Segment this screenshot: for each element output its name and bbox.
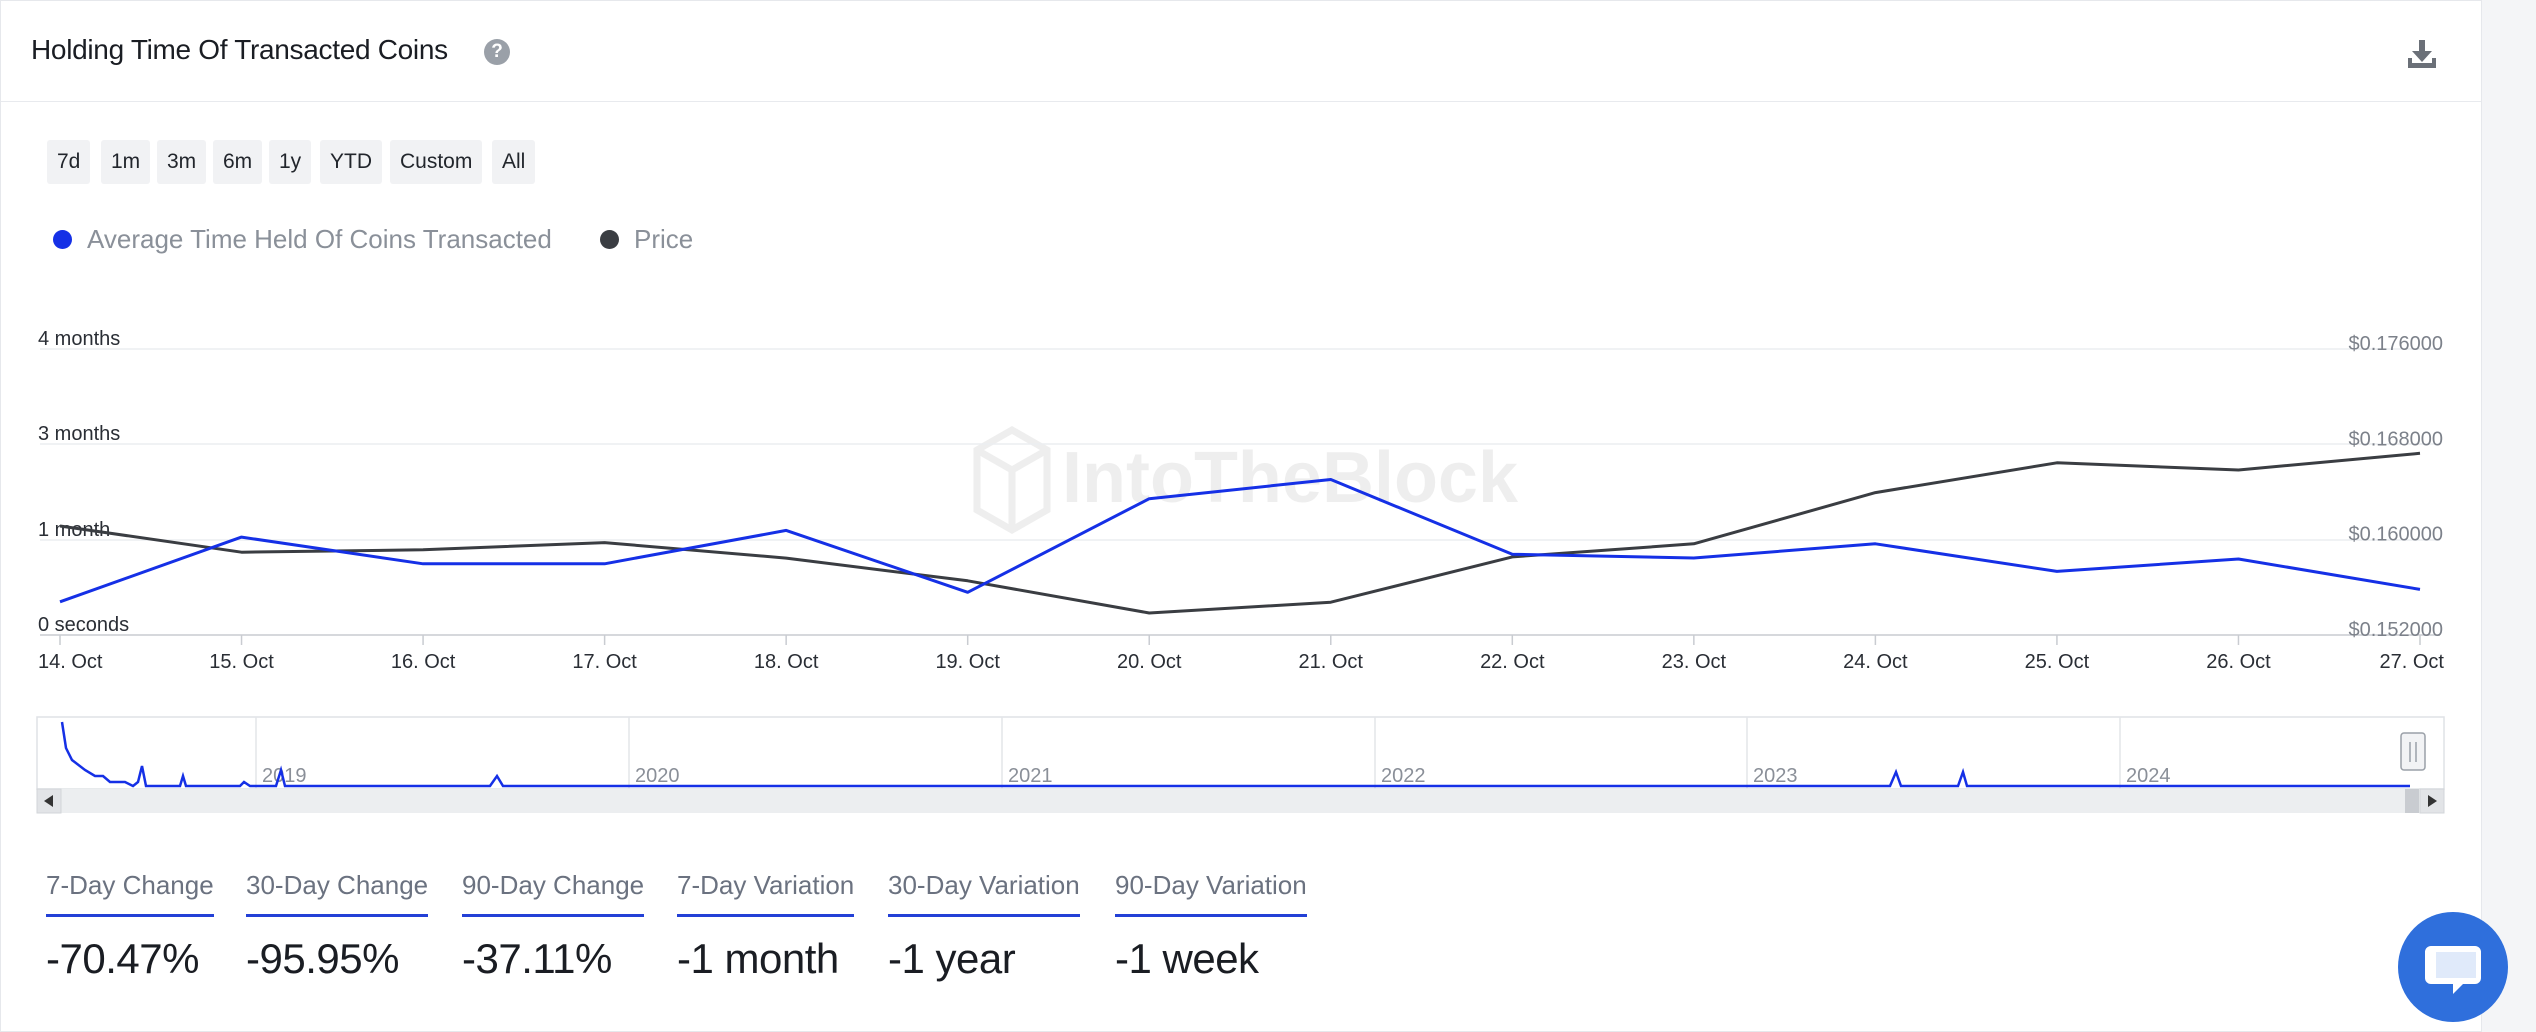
navigator-year-label: 2024 — [2126, 765, 2171, 787]
navigator-handle[interactable] — [2400, 732, 2426, 771]
y-right-tick-label: $0.168000 — [2348, 428, 2443, 450]
legend-label-avg-time: Average Time Held Of Coins Transacted — [87, 223, 552, 254]
x-tick-label: 15. Oct — [209, 651, 274, 673]
navigator-year-label: 2019 — [262, 765, 307, 787]
x-tick-label: 14. Oct — [38, 651, 103, 673]
navigator-scrollbar-thumb[interactable] — [2405, 789, 2419, 813]
card-header: Holding Time Of Transacted Coins ? — [1, 1, 2481, 102]
range-all-button[interactable]: All — [492, 140, 536, 184]
navigator-year-label: 2023 — [1753, 765, 1798, 787]
stat-value: -1 year — [888, 935, 1016, 982]
stat-value: -95.95% — [246, 935, 399, 982]
stat-value: -1 month — [677, 935, 839, 982]
range-6m-button[interactable]: 6m — [213, 140, 263, 184]
navigator-year-label: 2022 — [1381, 765, 1426, 787]
chat-bubble-icon — [2425, 946, 2481, 994]
range-7d-button[interactable]: 7d — [47, 140, 91, 184]
stat-30-day-change[interactable]: 30-Day Change -95.95% — [246, 870, 429, 983]
stat-label: 7-Day Change — [46, 870, 214, 917]
stat-label: 7-Day Variation — [677, 870, 855, 917]
navigator-year-label: 2021 — [1008, 765, 1053, 787]
watermark-text: IntoTheBlock — [1062, 438, 1519, 518]
chat-button[interactable] — [2398, 912, 2508, 1022]
navigator-panel[interactable] — [36, 716, 2445, 790]
stat-value: -70.47% — [46, 935, 199, 982]
range-ytd-button[interactable]: YTD — [320, 140, 382, 184]
chart-card: Holding Time Of Transacted Coins ? 7d 1m… — [0, 0, 2482, 1032]
stat-label: 90-Day Variation — [1115, 870, 1307, 917]
x-tick-label: 23. Oct — [1662, 651, 1727, 673]
legend-item-price[interactable]: Price — [600, 223, 693, 255]
chart-title: Holding Time Of Transacted Coins — [31, 34, 448, 65]
stat-label: 30-Day Variation — [888, 870, 1080, 917]
legend-label-price: Price — [634, 223, 694, 254]
y-right-tick-label: $0.152000 — [2348, 619, 2443, 641]
stat-value: -37.11% — [462, 935, 612, 982]
x-tick-label: 20. Oct — [1117, 651, 1182, 673]
stat-30-day-variation[interactable]: 30-Day Variation -1 year — [888, 870, 1080, 983]
stat-90-day-change[interactable]: 90-Day Change -37.11% — [462, 870, 645, 983]
navigator-year-label: 2020 — [635, 765, 680, 787]
x-tick-label: 17. Oct — [572, 651, 637, 673]
stat-7-day-change[interactable]: 7-Day Change -70.47% — [46, 870, 214, 983]
y-left-tick-label: 0 seconds — [38, 614, 129, 636]
watermark-logo: IntoTheBlock — [973, 425, 1519, 535]
range-custom-button[interactable]: Custom — [390, 140, 483, 184]
x-tick-label: 16. Oct — [391, 651, 456, 673]
download-icon[interactable] — [2405, 37, 2439, 71]
x-tick-label: 26. Oct — [2206, 651, 2271, 673]
x-tick-label: 24. Oct — [1843, 651, 1908, 673]
series-line-avg-time — [59, 478, 2421, 604]
series-line-price — [59, 451, 2421, 615]
x-tick-label: 21. Oct — [1299, 651, 1364, 673]
y-right-tick-label: $0.160000 — [2348, 524, 2443, 546]
stat-label: 30-Day Change — [246, 870, 429, 917]
stat-label: 90-Day Change — [462, 870, 645, 917]
range-1m-button[interactable]: 1m — [101, 140, 151, 184]
legend-item-avg-time[interactable]: Average Time Held Of Coins Transacted — [53, 223, 552, 255]
arrow-left-icon — [44, 795, 53, 807]
question-circle-icon[interactable]: ? — [484, 39, 510, 65]
y-left-tick-label: 4 months — [38, 328, 120, 350]
y-left-tick-label: 1 month — [38, 519, 110, 541]
range-3m-button[interactable]: 3m — [157, 140, 207, 184]
navigator-series-line — [60, 721, 2410, 788]
arrow-right-icon — [2428, 795, 2437, 807]
x-tick-label: 27. Oct — [2380, 651, 2445, 673]
x-tick-label: 18. Oct — [754, 651, 819, 673]
stat-value: -1 week — [1115, 935, 1259, 982]
y-left-tick-label: 3 months — [38, 423, 120, 445]
range-1y-button[interactable]: 1y — [269, 140, 312, 184]
x-tick-label: 22. Oct — [1480, 651, 1545, 673]
legend-dot-price — [600, 229, 619, 249]
stat-90-day-variation[interactable]: 90-Day Variation -1 week — [1115, 870, 1307, 983]
x-tick-label: 19. Oct — [935, 651, 1000, 673]
x-tick-label: 25. Oct — [2025, 651, 2090, 673]
navigator-scrollbar[interactable] — [37, 789, 2444, 813]
stat-7-day-variation[interactable]: 7-Day Variation -1 month — [677, 870, 855, 983]
y-right-tick-label: $0.176000 — [2348, 333, 2443, 355]
legend-dot-avg-time — [53, 229, 72, 249]
